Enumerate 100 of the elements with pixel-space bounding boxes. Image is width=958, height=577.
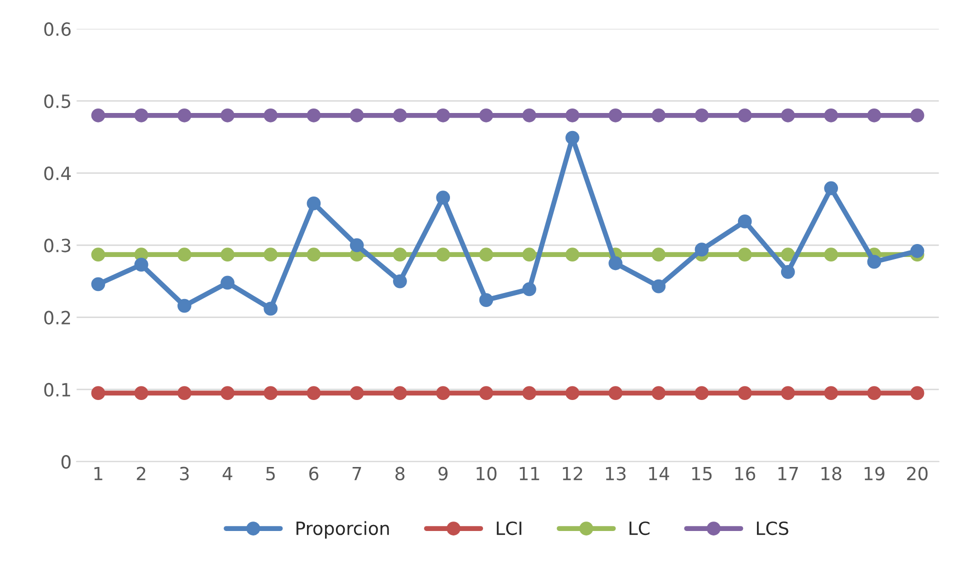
y-tick-label: 0.6 [44,22,71,36]
x-tick-label: 12 [562,466,582,480]
point [436,386,450,400]
x-tick-label: 14 [649,467,670,480]
point [694,108,709,122]
x-tick-label: 2 [136,466,146,480]
x-tick-label: 18 [822,466,842,480]
legend-label: LC [630,521,650,536]
point [867,254,882,269]
point [608,108,622,122]
point [91,277,106,292]
point [91,386,106,400]
y-tick-label: 0.5 [44,94,70,108]
point [781,386,795,400]
x-tick-label: 16 [735,466,756,480]
point [824,108,838,122]
point [608,386,622,400]
x-tick-label: 6 [309,466,318,480]
x-tick-label: 1 [94,467,102,480]
x-tick-label: 4 [222,467,232,480]
point [824,248,838,262]
x-tick-label: 15 [692,467,712,480]
point [867,386,882,400]
point [220,276,234,290]
y-tick-label: 0.3 [44,238,70,252]
point [264,108,278,122]
x-tick-label: 3 [180,466,189,480]
x-tick-label: 13 [606,466,626,480]
point [738,386,752,400]
point [393,386,407,400]
point [867,108,882,122]
y-tick-label: 0.2 [44,310,70,324]
x-tick-label: 11 [520,467,540,480]
x-tick-label: 5 [266,467,275,480]
point [781,108,795,122]
point [306,108,321,122]
point [177,108,192,122]
point [694,242,709,256]
point [738,214,752,228]
point [522,282,536,296]
point [264,302,278,316]
x-tick-label: 20 [907,466,928,480]
point [738,248,752,262]
point [350,386,364,400]
point [264,386,278,400]
y-tick-label: 0.1 [44,382,70,397]
point [393,248,407,262]
point [652,108,666,122]
point [134,108,148,122]
x-tick-label: 17 [778,467,798,480]
point [306,248,321,262]
point [393,108,407,122]
point [177,386,192,400]
point [350,238,364,252]
point [694,386,709,400]
point [91,248,106,262]
point [264,248,278,262]
point [608,256,622,270]
x-tick-label: 9 [438,466,448,480]
point [436,190,450,205]
point [436,108,450,122]
point [565,386,580,400]
legend-label: LCS [756,521,788,536]
point [652,279,666,294]
x-tick-label: 7 [352,467,362,480]
point [652,386,666,400]
point [220,386,234,400]
legend-label: LCI [496,521,522,536]
x-tick-label: 8 [395,466,404,480]
point [781,264,795,279]
point [652,248,666,262]
point [824,181,838,196]
point [565,108,580,122]
point [479,386,494,400]
point [306,196,321,210]
point [522,248,536,262]
point [134,258,148,272]
point [91,108,106,122]
point [436,248,450,262]
x-tick-label: 10 [476,466,496,480]
point [738,108,752,122]
point [220,108,234,122]
legend-label: Proporcion [296,521,389,539]
y-tick-label: 0 [61,455,71,469]
point [306,386,321,400]
point [350,108,364,122]
point [177,248,192,262]
point [910,244,924,258]
point [522,386,536,400]
point [479,248,494,262]
y-tick-label: 0.4 [44,166,71,180]
point [220,248,234,262]
point [134,386,148,400]
point [781,248,795,262]
point [565,130,580,145]
point [393,274,407,288]
point [910,386,924,400]
point [565,248,580,262]
point [479,293,494,307]
point [177,298,192,313]
